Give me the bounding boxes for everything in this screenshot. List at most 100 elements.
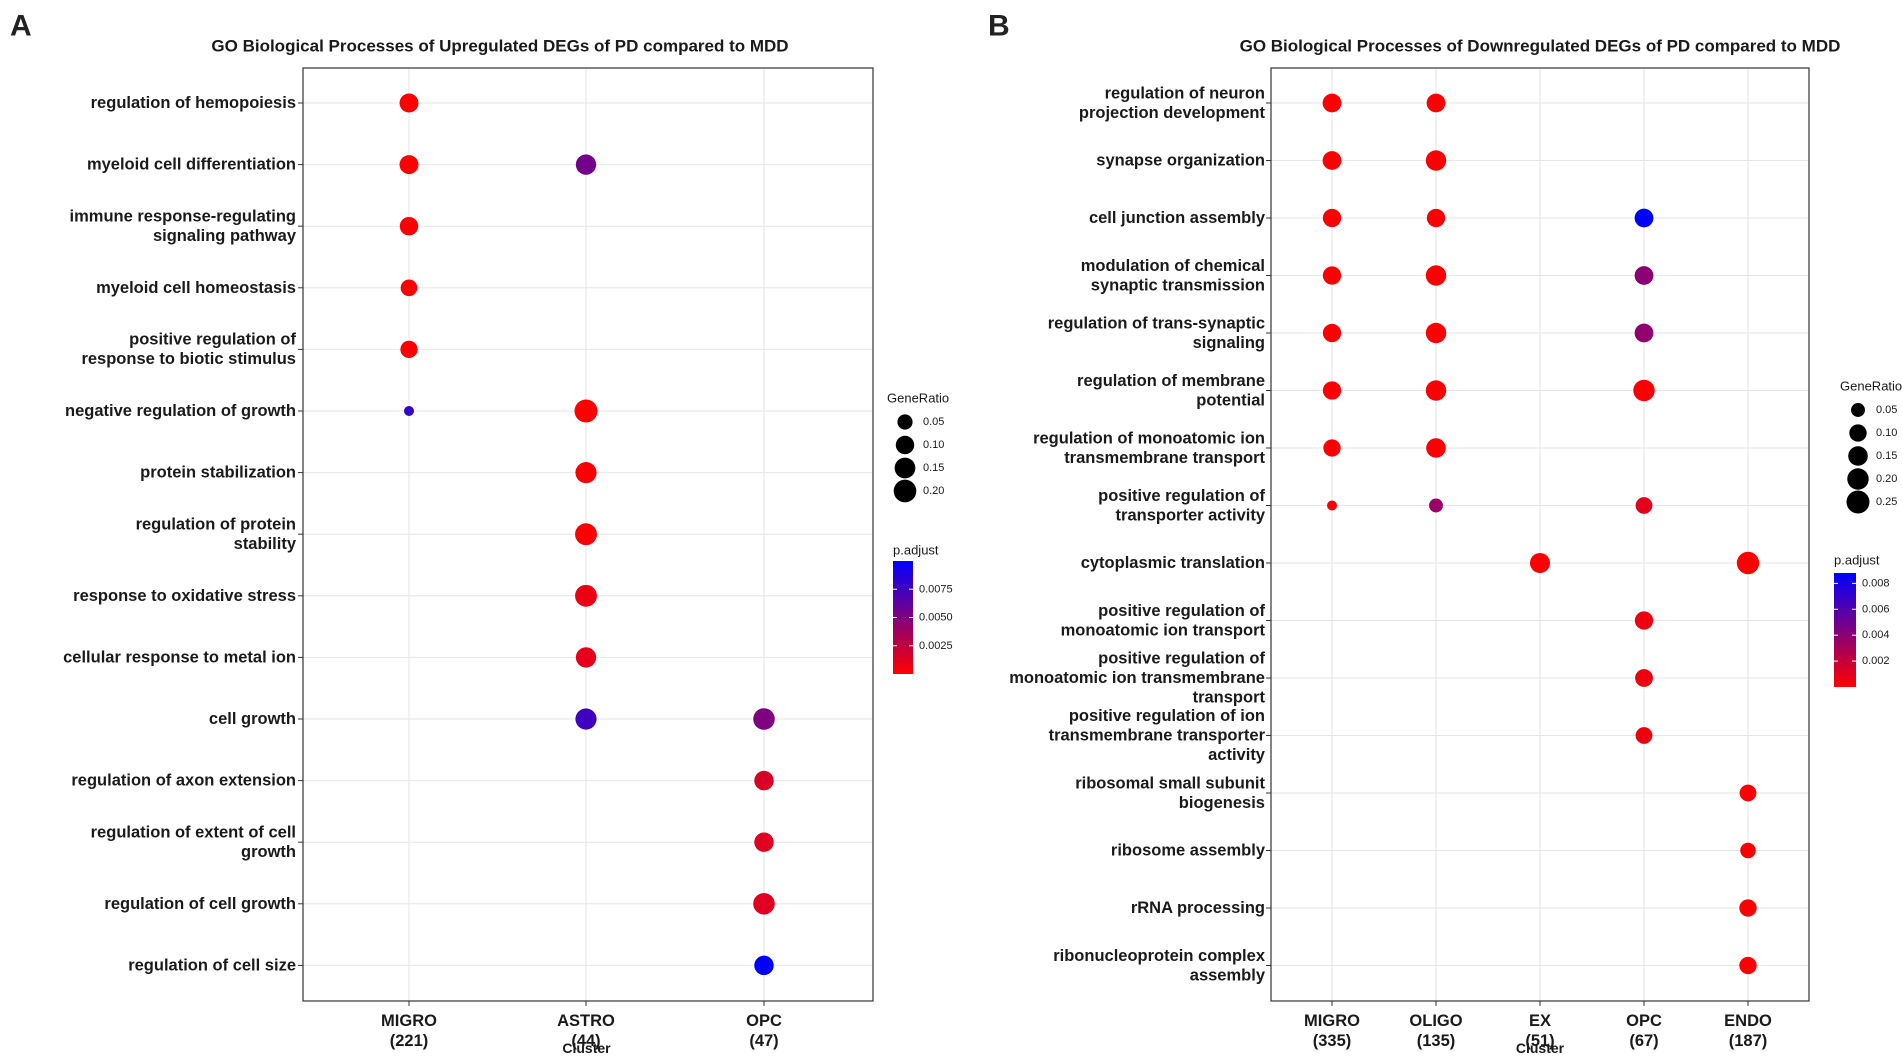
y-tick-label: stability — [234, 535, 297, 553]
x-tick-count: (221) — [390, 1032, 429, 1050]
size-legend-key — [1847, 468, 1869, 490]
y-tick-label: synapse organization — [1096, 152, 1265, 170]
y-tick-label: potential — [1196, 391, 1265, 409]
data-point — [1425, 380, 1447, 401]
data-point — [575, 584, 597, 607]
data-point — [399, 93, 419, 113]
data-point — [575, 462, 597, 484]
x-tick-count: (135) — [1417, 1032, 1456, 1050]
x-tick-count: (335) — [1313, 1032, 1352, 1050]
x-tick-label: MIGRO — [381, 1012, 437, 1030]
color-legend-label: 0.0025 — [919, 640, 953, 652]
data-point — [400, 279, 418, 297]
y-tick-label: monoatomic ion transmembrane — [1009, 669, 1265, 687]
data-point — [1634, 611, 1654, 630]
size-legend-label: 0.15 — [1876, 450, 1897, 462]
data-point — [1634, 266, 1654, 285]
y-tick-label: positive regulation of — [1098, 602, 1265, 620]
y-tick-label: cell junction assembly — [1089, 209, 1266, 227]
y-tick-label: negative regulation of growth — [65, 402, 296, 420]
data-point — [574, 399, 598, 423]
data-point — [1426, 208, 1446, 228]
data-point — [753, 893, 775, 915]
y-tick-label: regulation of extent of cell — [91, 823, 296, 841]
size-legend-key — [894, 457, 916, 479]
y-tick-label: regulation of cell size — [128, 956, 296, 974]
data-point — [1425, 265, 1447, 286]
y-tick-label: regulation of neuron — [1105, 84, 1265, 102]
y-tick-label: regulation of monoatomic ion — [1033, 429, 1265, 447]
y-tick-label: transporter activity — [1116, 506, 1266, 524]
y-tick-label: ribosome assembly — [1111, 842, 1266, 860]
data-point — [754, 770, 774, 791]
y-tick-label: regulation of cell growth — [104, 895, 296, 913]
data-point — [1634, 208, 1654, 228]
y-tick-label: transmembrane transporter — [1049, 727, 1266, 745]
size-legend-key — [1849, 424, 1867, 442]
panel-letter: B — [988, 10, 1010, 43]
data-point — [1635, 669, 1653, 687]
x-tick-label: OPC — [1626, 1012, 1662, 1030]
y-tick-label: myeloid cell differentiation — [87, 156, 296, 174]
y-tick-label: immune response-regulating — [70, 207, 296, 225]
y-tick-label: myeloid cell homeostasis — [96, 279, 296, 297]
x-tick-count: (51) — [1525, 1032, 1554, 1050]
y-tick-label: activity — [1208, 746, 1266, 764]
y-tick-label: assembly — [1190, 966, 1266, 984]
size-legend-key — [893, 479, 917, 503]
y-tick-label: transmembrane transport — [1064, 449, 1265, 467]
data-point — [1429, 498, 1443, 513]
y-tick-label: cellular response to metal ion — [63, 648, 296, 666]
data-point — [1425, 322, 1447, 344]
panel-title: GO Biological Processes of Downregulated… — [1240, 37, 1841, 56]
y-tick-label: response to oxidative stress — [73, 587, 296, 605]
x-tick-label: OPC — [746, 1012, 782, 1030]
y-tick-label: cell growth — [209, 710, 296, 728]
y-tick-label: response to biotic stimulus — [81, 350, 296, 368]
x-tick-label: MIGRO — [1304, 1012, 1360, 1030]
x-tick-count: (187) — [1729, 1032, 1768, 1050]
y-tick-label: regulation of axon extension — [71, 772, 296, 790]
y-tick-label: biogenesis — [1179, 794, 1265, 812]
size-legend-label: 0.20 — [923, 485, 944, 497]
y-tick-label: regulation of membrane — [1077, 372, 1265, 390]
size-legend-label: 0.25 — [1876, 496, 1897, 508]
data-point — [1530, 553, 1550, 573]
data-point — [1322, 266, 1342, 285]
data-point — [575, 647, 597, 668]
y-tick-label: signaling — [1193, 334, 1265, 352]
x-tick-count: (44) — [571, 1032, 600, 1050]
size-legend-key — [1851, 403, 1865, 417]
data-point — [1322, 381, 1342, 400]
size-legend-label: 0.15 — [923, 462, 944, 474]
data-point — [1322, 93, 1342, 113]
x-tick-label: EX — [1529, 1012, 1551, 1030]
y-tick-label: positive regulation of ion — [1069, 707, 1265, 725]
size-legend-title: GeneRatio — [1840, 379, 1902, 394]
color-legend-label: 0.002 — [1862, 655, 1890, 667]
data-point — [1739, 784, 1757, 802]
size-legend-key — [897, 414, 913, 430]
x-tick-count: (47) — [749, 1032, 778, 1050]
data-point — [1327, 500, 1337, 511]
color-legend-label: 0.006 — [1862, 603, 1890, 615]
panel-title: GO Biological Processes of Upregulated D… — [211, 37, 788, 56]
color-legend-title: p.adjust — [893, 543, 939, 558]
data-point — [1739, 899, 1757, 917]
data-point — [404, 406, 414, 416]
data-point — [753, 708, 775, 730]
data-point — [575, 154, 597, 175]
data-point — [1322, 208, 1342, 228]
panel-b: B GO Biological Processes of Downregulate… — [988, 10, 1902, 1057]
y-tick-label: monoatomic ion transport — [1061, 621, 1266, 639]
y-tick-label: growth — [241, 843, 296, 861]
data-point — [1426, 93, 1446, 113]
data-point — [575, 523, 597, 546]
color-legend-label: 0.0050 — [919, 612, 953, 624]
data-point — [1739, 956, 1757, 975]
y-tick-label: transport — [1193, 689, 1266, 707]
y-tick-label: projection development — [1079, 104, 1266, 122]
data-point — [1425, 150, 1447, 171]
data-point — [575, 708, 597, 730]
